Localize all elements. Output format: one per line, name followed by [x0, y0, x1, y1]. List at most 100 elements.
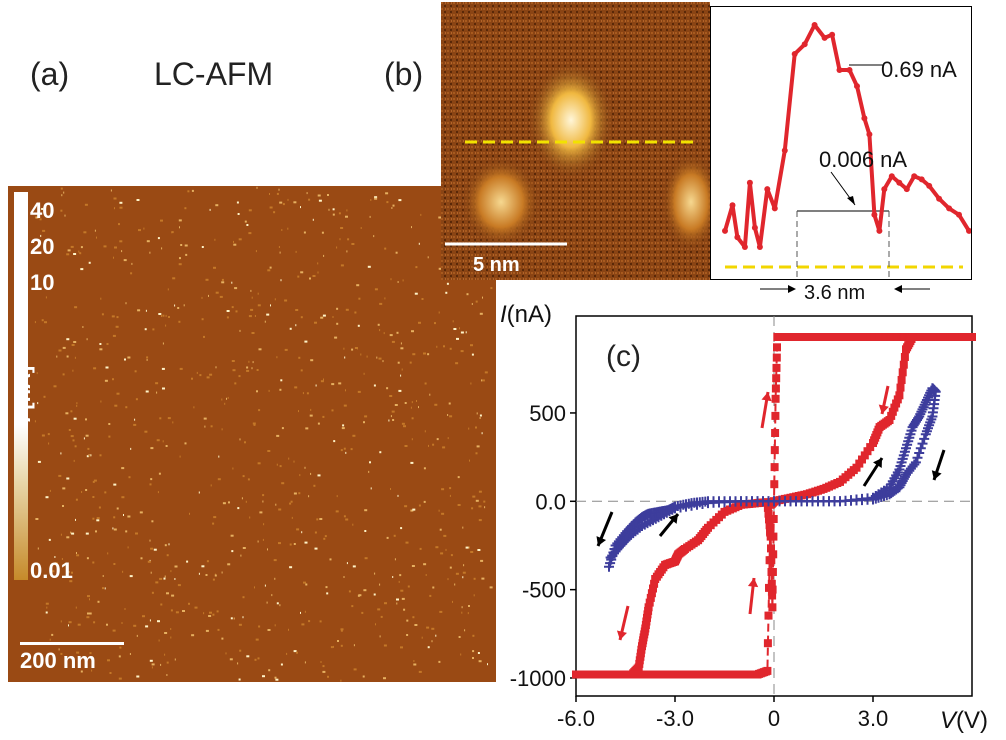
current-spot — [317, 262, 319, 265]
current-spot — [74, 306, 78, 309]
current-spot — [116, 507, 119, 510]
current-spot — [481, 432, 483, 435]
current-spot — [155, 382, 159, 385]
bright-spot-3 — [661, 152, 710, 252]
current-spot — [129, 653, 131, 655]
current-spot — [94, 229, 96, 232]
current-spot — [406, 634, 409, 636]
current-spot — [449, 566, 452, 569]
current-spot — [61, 558, 63, 560]
current-spot — [257, 292, 259, 295]
current-spot — [252, 422, 256, 425]
current-spot — [112, 527, 114, 530]
data-point — [958, 333, 967, 341]
current-spot — [373, 593, 376, 596]
current-spot — [414, 292, 418, 295]
current-spot — [85, 418, 87, 421]
current-spot — [206, 376, 210, 379]
current-spot — [471, 353, 474, 356]
current-spot — [64, 214, 66, 217]
current-spot — [71, 571, 73, 574]
data-point — [665, 670, 674, 679]
current-spot — [398, 389, 402, 392]
current-spot — [177, 584, 181, 587]
profile-point — [861, 115, 868, 122]
current-spot — [262, 538, 264, 541]
arrow-black-up-2-head — [873, 458, 882, 468]
current-spot — [383, 644, 387, 647]
data-point — [621, 670, 630, 679]
current-spot — [400, 347, 404, 350]
current-spot — [284, 348, 288, 351]
current-spot — [428, 444, 429, 447]
current-spot — [370, 199, 372, 201]
current-spot — [213, 266, 216, 269]
current-spot — [262, 675, 265, 678]
panel-title-lc-afm: LC-AFM — [154, 56, 274, 92]
current-spot — [41, 319, 44, 322]
current-spot — [416, 400, 417, 402]
current-spot — [274, 577, 276, 580]
data-point — [769, 550, 778, 559]
data-point — [767, 544, 775, 553]
data-point — [866, 443, 875, 452]
current-spot — [138, 229, 141, 232]
current-spot — [410, 406, 412, 409]
data-point — [650, 579, 659, 588]
current-spot — [460, 350, 464, 353]
data-point — [897, 376, 906, 384]
current-spot — [404, 505, 408, 508]
current-spot — [267, 548, 268, 551]
current-spot — [363, 589, 367, 592]
current-spot — [144, 430, 148, 433]
current-spot — [471, 507, 474, 510]
current-spot — [459, 327, 460, 330]
current-spot — [92, 480, 95, 483]
current-spot — [411, 226, 412, 229]
current-spot — [213, 516, 217, 519]
current-spot — [449, 415, 453, 418]
current-spot — [134, 370, 137, 373]
x-tick-label: -3.0 — [656, 706, 694, 731]
current-spot — [96, 517, 100, 520]
current-spot — [237, 507, 240, 510]
arrow-red-up-1-head — [761, 392, 772, 402]
current-spot — [476, 412, 478, 415]
current-spot — [269, 266, 272, 269]
current-spot — [352, 523, 354, 526]
current-spot — [386, 536, 389, 539]
current-spot — [427, 256, 429, 259]
current-spot — [304, 661, 306, 664]
current-spot — [238, 238, 242, 241]
current-spot — [96, 519, 100, 522]
current-spot — [340, 264, 344, 267]
current-spot — [146, 358, 148, 361]
current-spot — [336, 495, 338, 498]
data-point — [912, 452, 923, 463]
current-spot — [345, 451, 347, 454]
current-spot — [400, 374, 402, 377]
current-spot — [413, 660, 415, 662]
current-spot — [121, 467, 125, 470]
current-spot — [60, 209, 63, 212]
current-spot — [435, 634, 437, 637]
current-spot — [351, 243, 355, 245]
current-spot — [276, 192, 279, 195]
current-spot — [450, 554, 453, 557]
current-spot — [88, 454, 91, 457]
current-spot — [248, 315, 252, 318]
current-spot — [399, 574, 402, 577]
current-spot — [186, 560, 189, 563]
current-spot — [377, 608, 381, 611]
current-spot — [229, 658, 233, 661]
current-spot — [361, 611, 364, 614]
current-spot — [135, 532, 138, 535]
current-spot — [258, 625, 261, 628]
current-spot — [151, 663, 155, 666]
current-spot — [384, 247, 387, 250]
data-point — [923, 392, 933, 403]
profile-point — [911, 173, 918, 180]
current-spot — [410, 461, 414, 464]
current-spot — [411, 417, 414, 420]
current-spot — [340, 449, 343, 452]
